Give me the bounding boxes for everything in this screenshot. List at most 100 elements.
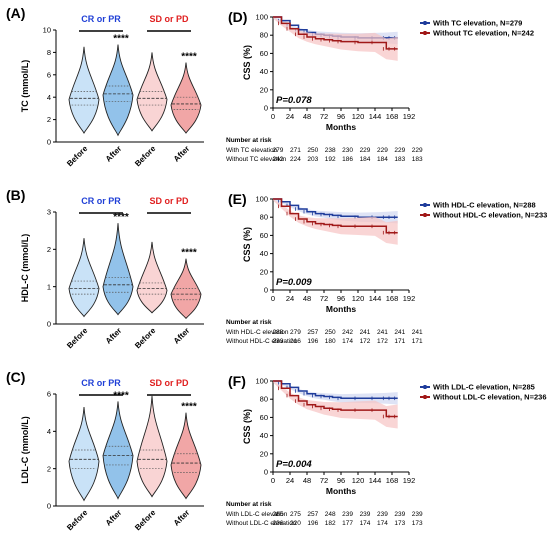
risk-count: 196 (307, 338, 318, 345)
risk-count: 174 (342, 338, 353, 345)
risk-count: 248 (325, 511, 336, 518)
violin-shape (102, 223, 134, 316)
y-axis-title: HDL-C (mmol/L) (20, 234, 30, 303)
risk-count: 271 (290, 147, 301, 154)
y-tick-label: 2 (47, 464, 51, 473)
x-axis-title: Months (326, 304, 356, 314)
risk-count: 229 (377, 147, 388, 154)
y-tick-label: 10 (43, 26, 51, 35)
x-tick-label: 120 (352, 112, 365, 121)
y-tick-label: 0 (47, 320, 51, 329)
violin-shape (102, 44, 134, 137)
condition-label: After (172, 326, 192, 346)
panel-label: (D) (228, 9, 247, 25)
violin-shape (136, 395, 168, 498)
y-tick-label: 60 (260, 413, 268, 422)
confidence-band (273, 381, 398, 405)
x-tick-label: 96 (337, 476, 345, 485)
y-tick-label: 8 (47, 48, 51, 57)
y-tick-label: 100 (255, 377, 268, 386)
risk-count: 242 (342, 329, 353, 336)
y-tick-label: 2 (47, 245, 51, 254)
risk-count: 224 (290, 156, 301, 163)
y-tick-label: 6 (47, 70, 51, 79)
x-tick-label: 24 (286, 112, 294, 121)
risk-count: 174 (377, 520, 388, 527)
survival-curve (273, 198, 398, 218)
p-value: P=0.009 (276, 277, 312, 288)
x-tick-label: 96 (337, 112, 345, 121)
risk-count: 173 (412, 520, 423, 527)
x-tick-label: 144 (369, 294, 382, 303)
violin-shape (170, 62, 202, 134)
group-label: CR or PR (81, 378, 121, 388)
x-tick-label: 192 (403, 112, 416, 121)
risk-count: 173 (394, 520, 405, 527)
panel-label: (F) (228, 373, 246, 389)
x-tick-label: 0 (271, 476, 275, 485)
y-tick-label: 80 (260, 213, 268, 222)
legend-label: Without TC elevation, N=242 (433, 29, 534, 38)
x-tick-label: 72 (320, 294, 328, 303)
y-tick-label: 20 (260, 449, 268, 458)
risk-table-header: Number at risk (226, 319, 272, 326)
risk-count: 241 (377, 329, 388, 336)
y-tick-label: 1 (47, 282, 51, 291)
legend-label: Without HDL-C elevation, N=233 (433, 211, 547, 220)
risk-row-label: Without HDL-C elevation (226, 338, 298, 345)
condition-label: Before (65, 508, 90, 533)
x-tick-label: 192 (403, 294, 416, 303)
condition-label: After (172, 144, 192, 164)
y-tick-label: 2 (47, 115, 51, 124)
risk-count: 174 (360, 520, 371, 527)
risk-row-label: With HDL-C elevation (226, 329, 289, 336)
violin-shape (68, 238, 100, 318)
risk-count: 196 (307, 520, 318, 527)
risk-count: 239 (412, 511, 423, 518)
risk-count: 236 (273, 520, 284, 527)
risk-row-label: With TC elevation (226, 147, 278, 154)
y-tick-label: 0 (264, 286, 268, 295)
x-tick-label: 48 (303, 476, 311, 485)
x-tick-label: 144 (369, 112, 382, 121)
x-tick-label: 24 (286, 476, 294, 485)
p-value: P=0.078 (276, 95, 312, 106)
panel-label: (E) (228, 191, 247, 207)
legend-label: With TC elevation, N=279 (433, 19, 522, 28)
x-axis-title: Months (326, 122, 356, 132)
risk-count: 177 (342, 520, 353, 527)
risk-count: 250 (325, 329, 336, 336)
risk-table-header: Number at risk (226, 501, 272, 508)
panel-label: (A) (6, 5, 25, 21)
x-tick-label: 96 (337, 294, 345, 303)
significance-stars: **** (181, 402, 197, 413)
risk-count: 229 (360, 147, 371, 154)
y-tick-label: 60 (260, 231, 268, 240)
significance-stars: **** (181, 248, 197, 259)
y-tick-label: 0 (264, 104, 268, 113)
y-tick-label: 20 (260, 267, 268, 276)
x-tick-label: 0 (271, 112, 275, 121)
risk-count: 184 (377, 156, 388, 163)
violin-shape (136, 241, 168, 314)
risk-count: 279 (290, 329, 301, 336)
y-tick-label: 6 (47, 390, 51, 399)
km-panel-1: (E) CSS (%) 0 20 40 60 80 100 0 24 48 72 96 120 144 168… (226, 191, 547, 345)
y-axis-title: LDL-C (mmol/L) (20, 416, 30, 484)
y-tick-label: 0 (47, 502, 51, 511)
group-label: SD or PD (149, 14, 189, 24)
group-label: SD or PD (149, 378, 189, 388)
risk-count: 239 (394, 511, 405, 518)
y-tick-label: 80 (260, 31, 268, 40)
confidence-band (273, 17, 398, 61)
violin-panel-1: (B) HDL-C (mmol/L) 0 1 2 3 CR or PR SD or PD Bef… (6, 187, 204, 350)
y-tick-label: 4 (47, 427, 51, 436)
legend-marker (423, 395, 427, 399)
y-tick-label: 3 (47, 208, 51, 217)
condition-label: Before (133, 326, 158, 351)
condition-label: After (104, 508, 124, 528)
significance-stars: **** (181, 51, 197, 62)
y-tick-label: 4 (47, 93, 51, 102)
x-tick-label: 168 (386, 476, 399, 485)
